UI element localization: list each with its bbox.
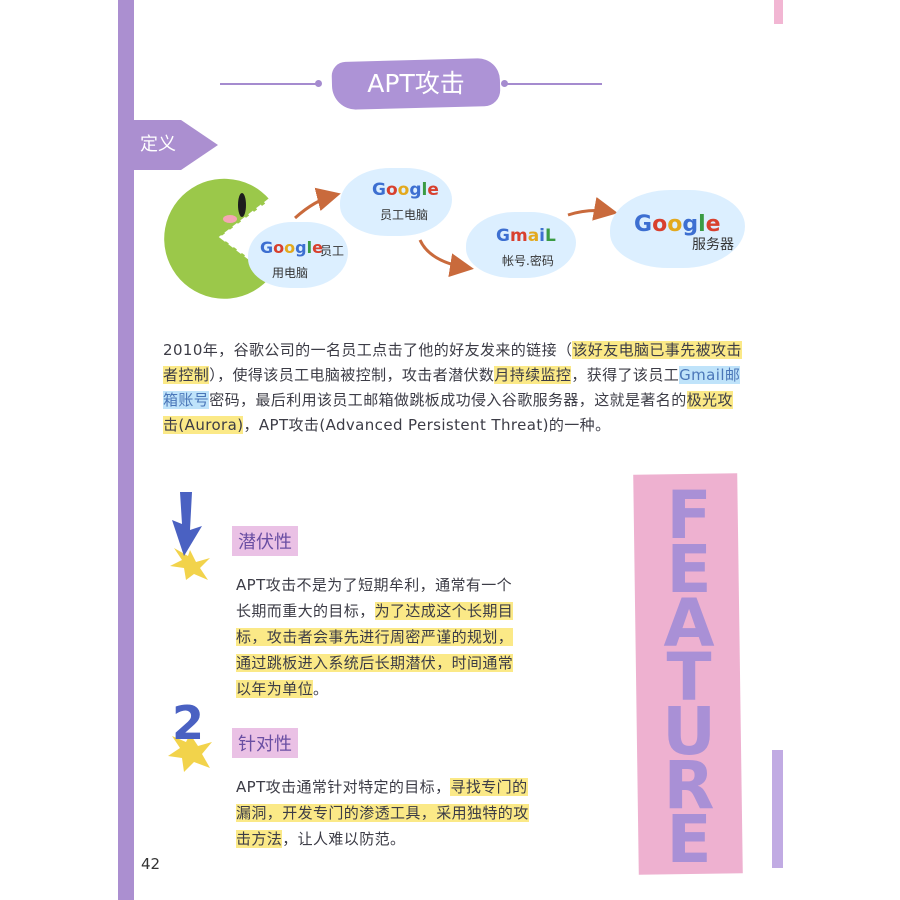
body-line: 长期而重大的目标，为了达成这个长期目: [236, 598, 616, 624]
body-line: APT攻击不是为了短期牟利，通常有一个: [236, 572, 616, 598]
intro-text: ），使得该员工电脑被控制，攻击者潜伏数: [209, 366, 495, 384]
body-highlight: 以年为单位: [236, 680, 314, 698]
feature-letter: E: [666, 801, 712, 878]
feature-letter: E: [666, 531, 712, 608]
cloud-google-server: Google 服务器: [610, 190, 745, 268]
section-1-arrow-star-icon: [170, 492, 210, 580]
page-spine-bar: [118, 0, 134, 900]
body-line: 通过跳板进入系统后长期潜伏，时间通常: [236, 650, 616, 676]
body-line: APT攻击通常针对特定的目标，寻找专门的: [236, 774, 616, 800]
google-logo-text: Google: [372, 180, 439, 200]
feature-letter: T: [666, 639, 712, 716]
cloud-employee: Google 员工 用电脑: [248, 222, 348, 288]
body-highlight: 击方法: [236, 830, 283, 848]
title-dot: [501, 80, 508, 87]
google-logo-text: Google: [634, 212, 721, 237]
corner-tab-purple: [772, 750, 783, 868]
intro-text: ，获得了该员工: [571, 366, 680, 384]
section-2-number: 2: [172, 696, 205, 750]
page-title: APT攻击: [367, 69, 465, 98]
body-text: APT攻击不是为了短期牟利，通常有一个: [236, 576, 513, 594]
body-highlight: 通过跳板进入系统后长期潜伏，时间通常: [236, 654, 514, 672]
section-body-targeted: APT攻击通常针对特定的目标，寻找专门的 漏洞，开发专门的渗透工具，采用独特的攻…: [236, 774, 616, 852]
title-banner: APT攻击: [215, 57, 605, 114]
intro-text: ，APT攻击(Advanced Persistent Threat)的一种。: [243, 416, 611, 434]
cloud-gmail-caption: 帐号.密码: [502, 254, 554, 268]
body-text: 。: [313, 680, 329, 698]
title-rule-left: [220, 83, 317, 85]
feature-letter: A: [663, 585, 715, 662]
body-line: 击方法，让人难以防范。: [236, 826, 616, 852]
section-2-number-star-icon: [168, 734, 212, 772]
cloud-employee-computer: Google 员工电脑: [340, 168, 452, 236]
body-line: 漏洞，开发专门的渗透工具，采用独特的攻: [236, 800, 616, 826]
gmail-logo-text: GmaiL: [496, 226, 556, 246]
feature-letter: R: [663, 747, 715, 824]
cloud-employee-caption2: 用电脑: [272, 266, 309, 280]
section-body-latency: APT攻击不是为了短期牟利，通常有一个 长期而重大的目标，为了达成这个长期目 标…: [236, 572, 616, 702]
feature-letter: F: [666, 477, 712, 554]
cloud-computer-caption: 员工电脑: [380, 208, 429, 222]
page-number: 42: [141, 855, 161, 873]
feature-letter: U: [662, 693, 716, 770]
definition-label: 定义: [140, 134, 176, 155]
cloud-employee-caption: 员工: [320, 244, 345, 258]
body-line: 标，攻击者会事先进行周密严谨的规划，: [236, 624, 616, 650]
section-title-targeted: 针对性: [232, 728, 298, 758]
intro-text: 2010年，谷歌公司的一名员工点击了他的好友发来的链接（: [163, 341, 573, 359]
google-logo-text: Google: [260, 238, 323, 257]
body-highlight: 漏洞，开发专门的渗透工具，采用独特的攻: [236, 804, 529, 822]
body-line: 以年为单位。: [236, 676, 616, 702]
cloud-gmail: GmaiL 帐号.密码: [466, 212, 576, 278]
corner-tab-pink: [774, 0, 783, 24]
intro-paragraph: 2010年，谷歌公司的一名员工点击了他的好友发来的链接（该好友电脑已事先被攻击者…: [163, 338, 743, 438]
title-dot: [315, 80, 322, 87]
body-highlight: 为了达成这个长期目: [374, 602, 514, 620]
body-text: 长期而重大的目标，: [236, 602, 375, 620]
pacman-monster-illustration: [164, 178, 274, 299]
intro-text: 密码，最后利用该员工邮箱做跳板成功侵入谷歌服务器，这就是著名的: [209, 391, 687, 409]
title-rule-right: [507, 83, 602, 85]
intro-highlight: 月持续监控: [494, 366, 572, 384]
body-text: APT攻击通常针对特定的目标，: [236, 778, 451, 796]
body-highlight: 寻找专门的: [450, 778, 528, 796]
section-title-latency: 潜伏性: [232, 526, 298, 556]
body-highlight: 标，攻击者会事先进行周密严谨的规划，: [236, 628, 514, 646]
cloud-server-caption: 服务器: [692, 237, 734, 253]
body-text: ，让人难以防范。: [282, 830, 406, 848]
